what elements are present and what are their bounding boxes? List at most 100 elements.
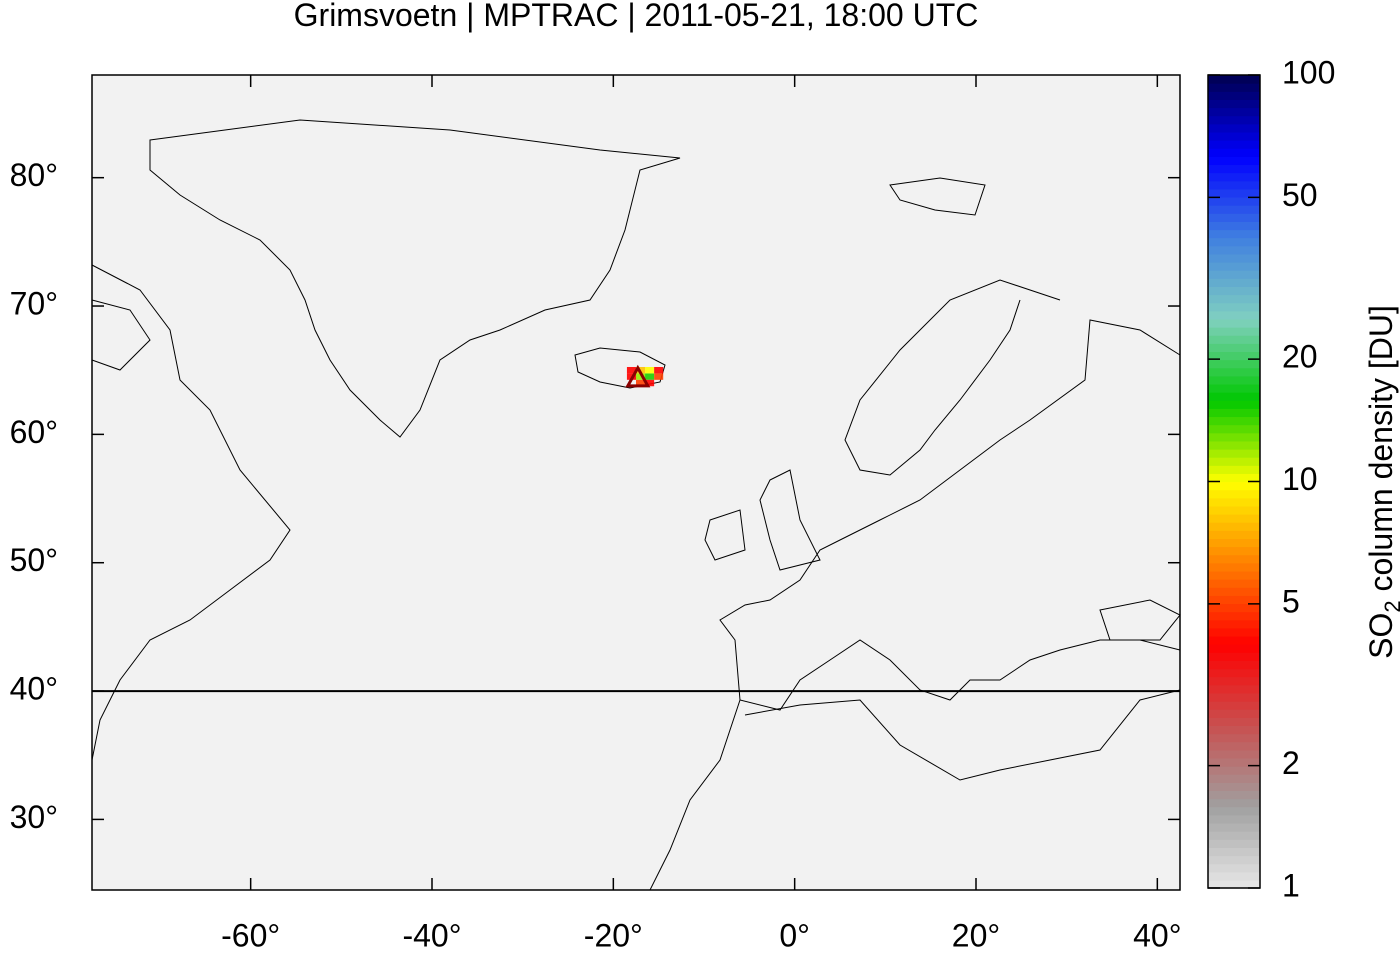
colorbar-step xyxy=(1208,457,1260,466)
title: Grimsvoetn | MPTRAC | 2011-05-21, 18:00 … xyxy=(294,0,979,33)
colorbar-step xyxy=(1208,798,1260,808)
colorbar-step xyxy=(1208,879,1260,889)
britain xyxy=(759,469,821,571)
colorbar-step xyxy=(1208,822,1260,832)
colorbar-step xyxy=(1208,343,1260,353)
colorbar-tick-label: 1 xyxy=(1282,867,1300,903)
coastlines xyxy=(91,119,1181,891)
colorbar-step xyxy=(1208,806,1260,816)
colorbar-step xyxy=(1208,489,1260,499)
colorbar-step xyxy=(1208,229,1260,239)
colorbar-step xyxy=(1208,318,1260,328)
colorbar-step xyxy=(1208,733,1260,743)
colorbar-step xyxy=(1208,351,1260,361)
y-tick-label: 80° xyxy=(10,157,58,193)
colorbar-step xyxy=(1208,717,1260,726)
colorbar-step xyxy=(1208,627,1260,637)
greenland xyxy=(149,119,681,438)
colorbar-step xyxy=(1208,75,1260,84)
colorbar-tick-label: 2 xyxy=(1282,745,1300,781)
colorbar-step xyxy=(1208,440,1260,450)
colorbar-step xyxy=(1208,213,1260,222)
black-sea xyxy=(1099,599,1181,641)
colorbar-step xyxy=(1208,774,1260,783)
colorbar-step xyxy=(1208,635,1260,645)
colorbar-step xyxy=(1208,562,1260,572)
colorbar-step xyxy=(1208,619,1260,629)
plume-cell xyxy=(645,373,655,380)
colorbar-step xyxy=(1208,131,1260,141)
colorbar-step xyxy=(1208,115,1260,125)
colorbar-step xyxy=(1208,400,1260,409)
map-background xyxy=(92,75,1180,890)
x-tick-label: 0° xyxy=(779,917,810,950)
x-tick-label: -20° xyxy=(584,917,643,950)
colorbar-step xyxy=(1208,514,1260,523)
colorbar-step xyxy=(1208,538,1260,548)
colorbar-step xyxy=(1208,188,1260,198)
colorbar-step xyxy=(1208,278,1260,287)
colorbar-step xyxy=(1208,221,1260,231)
plume-cell xyxy=(636,379,646,387)
colorbar-step xyxy=(1208,847,1260,857)
colorbar-step xyxy=(1208,286,1260,296)
africa xyxy=(649,689,1181,891)
colorbar-step xyxy=(1208,408,1260,418)
colorbar-step xyxy=(1208,701,1260,710)
colorbar-step xyxy=(1208,871,1260,881)
x-tick-label: -40° xyxy=(402,917,461,950)
colorbar-tick-label: 5 xyxy=(1282,583,1300,619)
north-america xyxy=(91,264,291,761)
colorbar-step xyxy=(1208,180,1260,190)
colorbar-step xyxy=(1208,392,1260,401)
colorbar-step xyxy=(1208,497,1260,507)
scandinavia xyxy=(844,279,1061,476)
colorbar-step xyxy=(1208,652,1260,661)
colorbar-step xyxy=(1208,644,1260,653)
colorbar-step xyxy=(1208,107,1260,117)
colorbar-label: SO2 column density [DU] xyxy=(1363,305,1400,659)
colorbar-step xyxy=(1208,839,1260,848)
colorbar-step xyxy=(1208,367,1260,377)
colorbar-step xyxy=(1208,310,1260,320)
y-tick-label: 40° xyxy=(10,671,58,707)
colorbar-step xyxy=(1208,749,1260,759)
colorbar-step xyxy=(1208,660,1260,670)
colorbar-tick-label: 100 xyxy=(1282,54,1335,90)
plume-cell xyxy=(645,379,655,387)
plume-cell xyxy=(654,373,664,380)
colorbar-step xyxy=(1208,570,1260,580)
x-tick-label: 20° xyxy=(952,917,1000,950)
colorbar-step xyxy=(1208,505,1260,515)
colorbar-step xyxy=(1208,99,1260,109)
x-tick-label: -60° xyxy=(221,917,280,950)
colorbar-step xyxy=(1208,766,1260,775)
colorbar-step xyxy=(1208,237,1260,247)
map-frame xyxy=(91,74,1181,891)
colorbar-step xyxy=(1208,270,1260,279)
colorbar-step xyxy=(1208,595,1260,605)
plume-cell xyxy=(626,366,636,374)
colorbar-step xyxy=(1208,684,1260,694)
plume-cell xyxy=(654,366,664,374)
colorbar-step xyxy=(1208,855,1260,865)
colorbar-step xyxy=(1208,327,1260,336)
colorbar-step xyxy=(1208,196,1260,206)
colorbar-step xyxy=(1208,140,1260,149)
colorbar-step xyxy=(1208,741,1260,751)
colorbar-step xyxy=(1208,359,1260,369)
colorbar-step xyxy=(1208,676,1260,686)
plume-cell xyxy=(645,366,655,374)
colorbar-step xyxy=(1208,603,1260,613)
colorbar-step xyxy=(1208,709,1260,718)
colorbar-step xyxy=(1208,530,1260,540)
colorbar-label-main: SO xyxy=(1363,613,1399,659)
colorbar-step xyxy=(1208,668,1260,678)
y-tick-label: 30° xyxy=(10,799,58,835)
x-tick-label: 40° xyxy=(1133,917,1181,950)
colorbar-step xyxy=(1208,546,1260,556)
y-tick-label: 60° xyxy=(10,414,58,450)
colorbar-step xyxy=(1208,465,1260,474)
colorbar-step xyxy=(1208,782,1260,792)
